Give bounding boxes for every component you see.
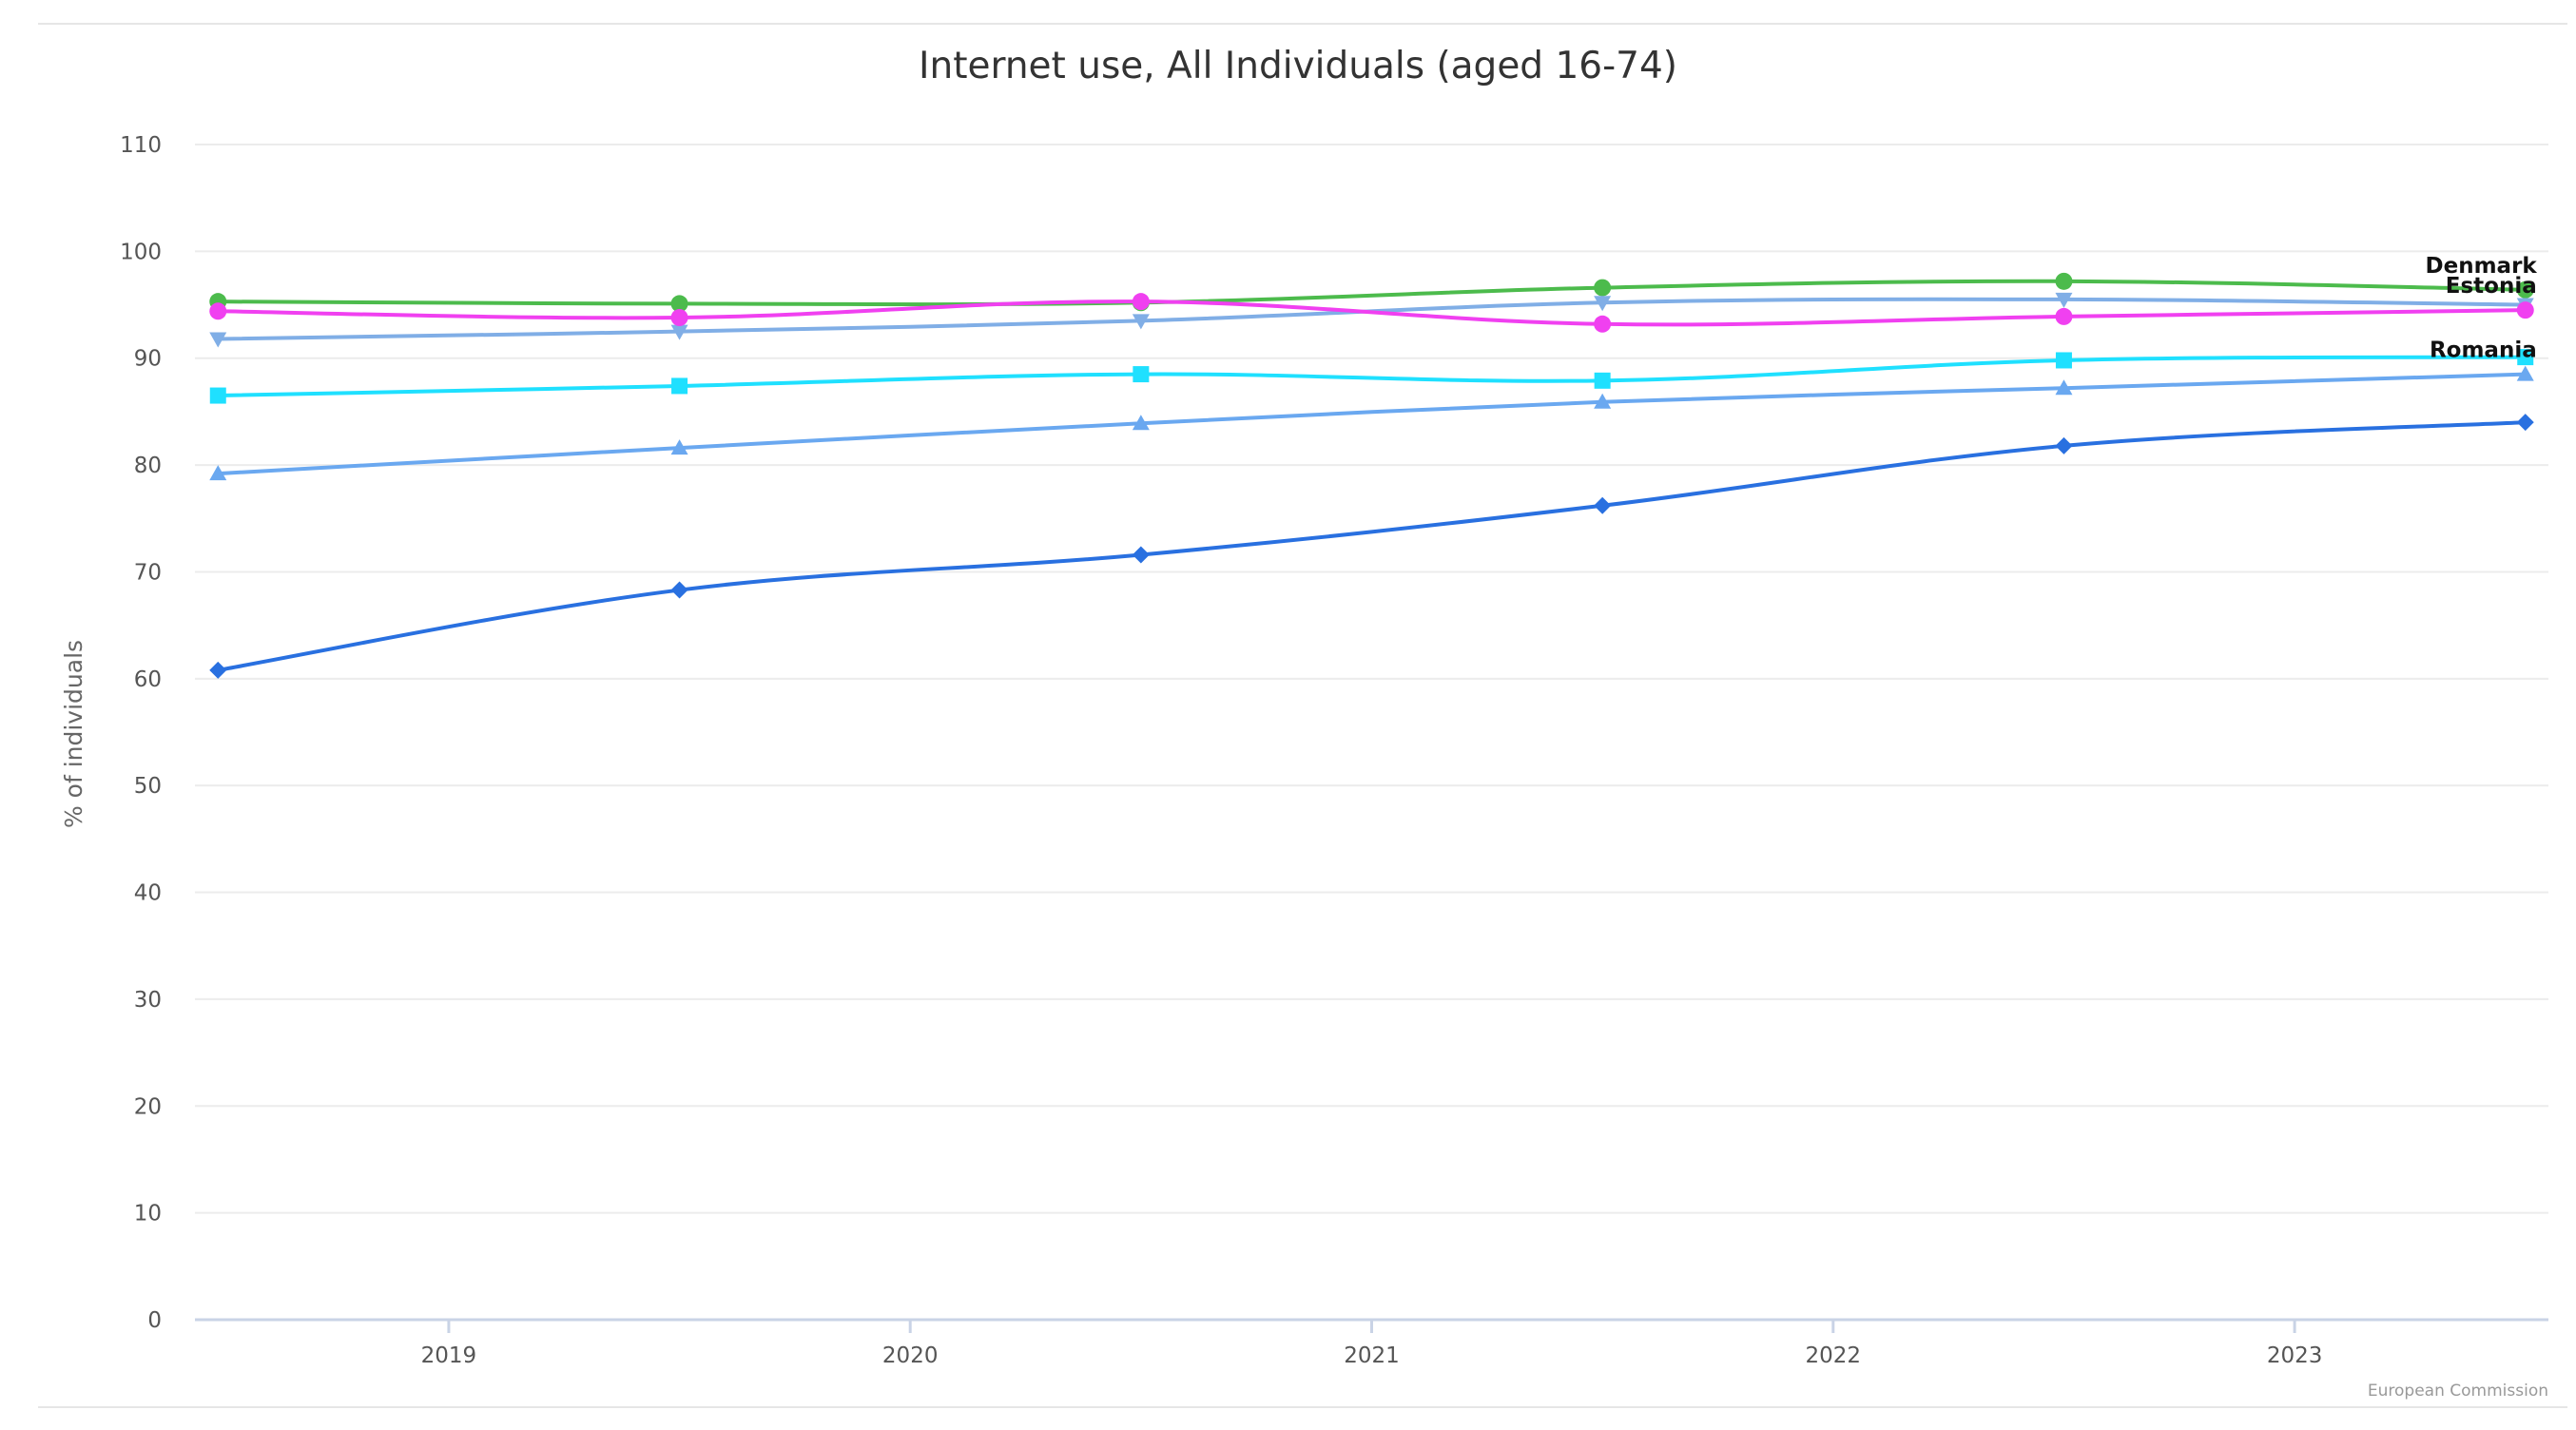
y-tick-label: 0 [147, 1308, 162, 1333]
series-2 [209, 293, 2534, 333]
series-4 [209, 365, 2534, 481]
data-point-marker [2055, 352, 2072, 369]
series-label: Estonia [2446, 274, 2537, 299]
y-tick-label: 110 [120, 133, 162, 158]
data-point-marker [2055, 292, 2073, 308]
data-point-marker [209, 302, 227, 320]
data-point-marker [1594, 296, 1612, 312]
data-point-marker [671, 377, 688, 395]
data-point-marker [1132, 314, 1150, 330]
data-point-marker [2516, 365, 2534, 381]
data-point-marker [1594, 279, 1612, 297]
series-label: Denmark [2426, 254, 2538, 279]
y-tick-label: 60 [134, 667, 162, 692]
data-point-marker [209, 465, 227, 481]
credits-text: European Commission [2368, 1382, 2548, 1401]
data-point-marker [2055, 379, 2073, 396]
x-tick-label: 2021 [1344, 1343, 1400, 1368]
data-point-marker [2055, 436, 2073, 454]
data-point-marker [1132, 293, 1150, 311]
x-tick-label: 2020 [882, 1343, 939, 1368]
series-line [216, 372, 2528, 476]
data-point-marker [1133, 366, 1150, 383]
data-point-marker [2055, 272, 2073, 290]
data-point-marker [2516, 301, 2534, 319]
data-point-marker [670, 295, 688, 313]
y-tick-label: 80 [134, 454, 162, 478]
y-tick-label: 20 [134, 1094, 162, 1119]
y-tick-label: 90 [134, 347, 162, 372]
data-point-marker [2055, 307, 2073, 325]
y-tick-label: 40 [134, 881, 162, 906]
data-point-marker [1594, 496, 1612, 514]
series-0 [209, 272, 2534, 313]
series-3 [209, 349, 2534, 404]
series-1 [209, 292, 2534, 348]
series-line [216, 300, 2528, 327]
data-point-marker [2516, 414, 2534, 432]
data-point-marker [670, 581, 688, 599]
x-tick-label: 2022 [1806, 1343, 1862, 1368]
data-point-marker [2517, 349, 2534, 366]
series-line [216, 420, 2528, 672]
data-point-marker [1132, 415, 1150, 431]
series-line [216, 279, 2528, 307]
y-tick-label: 70 [134, 560, 162, 585]
y-axis-label: % of individuals [60, 640, 87, 828]
x-tick-label: 2019 [421, 1343, 477, 1368]
series-group [209, 272, 2534, 679]
data-point-marker [1594, 315, 1612, 333]
y-tick-label: 50 [134, 774, 162, 799]
y-tick-label: 30 [134, 988, 162, 1013]
data-point-marker [209, 661, 227, 679]
data-point-marker [1594, 393, 1612, 409]
data-point-marker [670, 324, 688, 340]
series-line [216, 355, 2528, 398]
data-point-marker [670, 439, 688, 455]
data-point-marker [209, 332, 227, 348]
data-point-marker [1594, 372, 1611, 389]
data-point-marker [670, 309, 688, 327]
series-label: Romania [2430, 338, 2537, 363]
data-point-marker [209, 387, 226, 404]
data-point-marker [1132, 546, 1150, 564]
grid-lines [195, 144, 2548, 1214]
y-axis-ticks: 0 10 20 30 40 50 60 70 80 90 100 110 [120, 133, 162, 1333]
y-tick-label: 100 [120, 240, 162, 264]
y-tick-label: 10 [134, 1202, 162, 1227]
chart-title: Internet use, All Individuals (aged 16-7… [919, 45, 1677, 87]
series-5 [209, 414, 2534, 679]
x-axis-ticks: 2019 2020 2021 2022 2023 [421, 1320, 2323, 1368]
data-point-marker [2516, 280, 2534, 299]
x-tick-label: 2023 [2267, 1343, 2323, 1368]
